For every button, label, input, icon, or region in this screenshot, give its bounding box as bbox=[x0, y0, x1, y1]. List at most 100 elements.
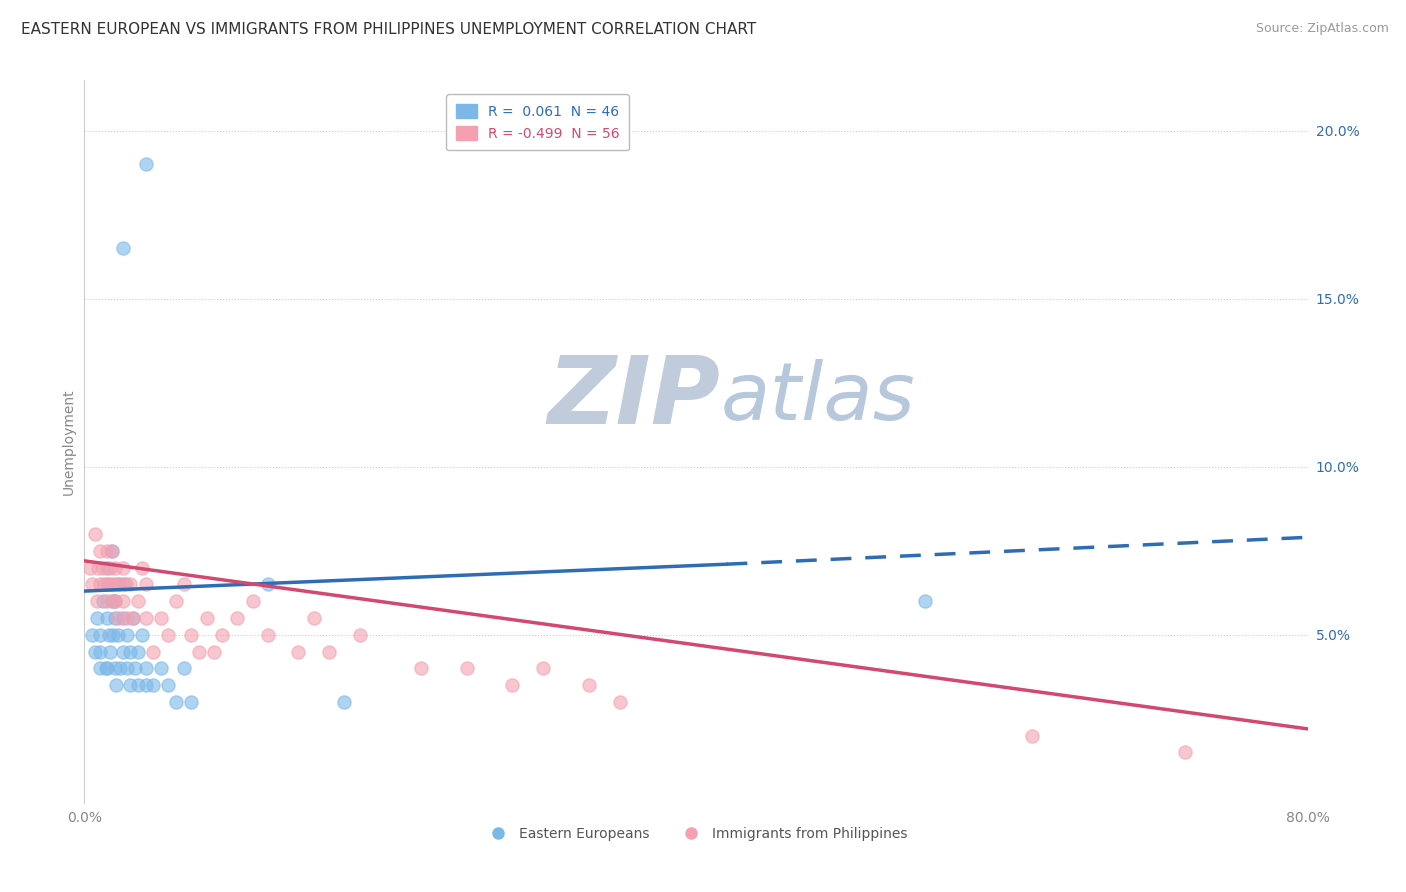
Point bbox=[180, 628, 202, 642]
Point bbox=[103, 594, 125, 608]
Point bbox=[91, 560, 114, 574]
Point bbox=[89, 577, 111, 591]
Point bbox=[531, 661, 554, 675]
Legend: Eastern Europeans, Immigrants from Philippines: Eastern Europeans, Immigrants from Phili… bbox=[479, 822, 912, 847]
Point bbox=[142, 678, 165, 692]
Point bbox=[157, 628, 180, 642]
Point bbox=[104, 560, 127, 574]
Point bbox=[226, 611, 249, 625]
Point bbox=[120, 577, 142, 591]
Point bbox=[131, 560, 153, 574]
Point bbox=[97, 577, 120, 591]
Point bbox=[108, 661, 131, 675]
Point bbox=[114, 577, 136, 591]
Point bbox=[578, 678, 600, 692]
Text: EASTERN EUROPEAN VS IMMIGRANTS FROM PHILIPPINES UNEMPLOYMENT CORRELATION CHART: EASTERN EUROPEAN VS IMMIGRANTS FROM PHIL… bbox=[21, 22, 756, 37]
Point bbox=[86, 611, 108, 625]
Point bbox=[135, 157, 157, 171]
Point bbox=[101, 594, 124, 608]
Point bbox=[131, 628, 153, 642]
Point bbox=[914, 594, 936, 608]
Point bbox=[97, 628, 120, 642]
Point bbox=[89, 661, 111, 675]
Text: ZIP: ZIP bbox=[547, 352, 720, 444]
Point bbox=[120, 644, 142, 658]
Point bbox=[96, 594, 118, 608]
Point bbox=[111, 594, 134, 608]
Point bbox=[165, 695, 187, 709]
Point bbox=[89, 644, 111, 658]
Point bbox=[127, 644, 149, 658]
Point bbox=[86, 594, 108, 608]
Point bbox=[105, 678, 128, 692]
Point bbox=[101, 543, 124, 558]
Point bbox=[84, 527, 107, 541]
Point bbox=[101, 543, 124, 558]
Point bbox=[104, 661, 127, 675]
Point bbox=[115, 661, 138, 675]
Point bbox=[124, 661, 146, 675]
Y-axis label: Unemployment: Unemployment bbox=[62, 388, 76, 495]
Point bbox=[96, 577, 118, 591]
Point bbox=[127, 678, 149, 692]
Point bbox=[349, 628, 371, 642]
Point bbox=[115, 611, 138, 625]
Point bbox=[195, 611, 218, 625]
Point bbox=[165, 594, 187, 608]
Point bbox=[98, 644, 121, 658]
Point bbox=[257, 628, 280, 642]
Point bbox=[104, 611, 127, 625]
Point bbox=[202, 644, 225, 658]
Point bbox=[173, 661, 195, 675]
Point bbox=[107, 611, 129, 625]
Point bbox=[115, 628, 138, 642]
Point bbox=[149, 661, 172, 675]
Point bbox=[502, 678, 524, 692]
Point bbox=[94, 661, 117, 675]
Point bbox=[96, 611, 118, 625]
Point bbox=[107, 628, 129, 642]
Point bbox=[98, 560, 121, 574]
Point bbox=[111, 644, 134, 658]
Point bbox=[103, 628, 125, 642]
Point bbox=[111, 241, 134, 255]
Point bbox=[89, 543, 111, 558]
Point bbox=[84, 644, 107, 658]
Point bbox=[173, 577, 195, 591]
Point bbox=[333, 695, 356, 709]
Point bbox=[104, 577, 127, 591]
Point bbox=[111, 611, 134, 625]
Point bbox=[609, 695, 631, 709]
Point bbox=[180, 695, 202, 709]
Point bbox=[96, 560, 118, 574]
Point bbox=[107, 577, 129, 591]
Point bbox=[135, 577, 157, 591]
Point bbox=[1021, 729, 1043, 743]
Point bbox=[96, 543, 118, 558]
Point bbox=[80, 628, 103, 642]
Point bbox=[1174, 745, 1197, 759]
Point bbox=[135, 678, 157, 692]
Point bbox=[87, 560, 110, 574]
Point bbox=[80, 577, 103, 591]
Point bbox=[149, 611, 172, 625]
Point bbox=[122, 611, 145, 625]
Point bbox=[89, 628, 111, 642]
Point bbox=[211, 628, 233, 642]
Point bbox=[120, 678, 142, 692]
Point bbox=[257, 577, 280, 591]
Text: atlas: atlas bbox=[720, 359, 915, 437]
Point bbox=[104, 594, 127, 608]
Point bbox=[456, 661, 478, 675]
Point bbox=[79, 560, 101, 574]
Point bbox=[135, 611, 157, 625]
Point bbox=[135, 661, 157, 675]
Point bbox=[111, 560, 134, 574]
Point bbox=[409, 661, 432, 675]
Text: Source: ZipAtlas.com: Source: ZipAtlas.com bbox=[1256, 22, 1389, 36]
Point bbox=[112, 577, 135, 591]
Point bbox=[91, 594, 114, 608]
Point bbox=[188, 644, 211, 658]
Point bbox=[93, 577, 115, 591]
Point bbox=[318, 644, 340, 658]
